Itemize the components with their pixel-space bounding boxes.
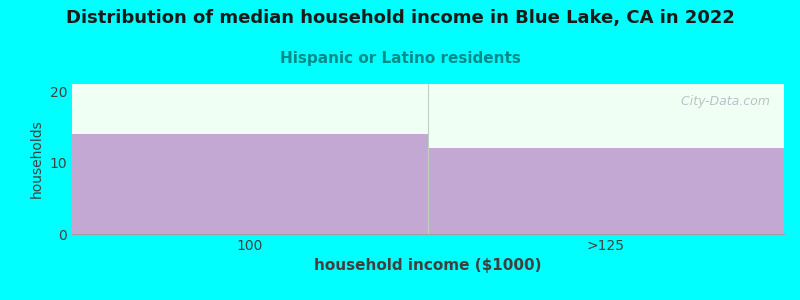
Text: Hispanic or Latino residents: Hispanic or Latino residents: [279, 51, 521, 66]
Y-axis label: households: households: [30, 120, 44, 198]
X-axis label: household income ($1000): household income ($1000): [314, 258, 542, 273]
Text: Distribution of median household income in Blue Lake, CA in 2022: Distribution of median household income …: [66, 9, 734, 27]
Text: City-Data.com: City-Data.com: [673, 94, 770, 107]
